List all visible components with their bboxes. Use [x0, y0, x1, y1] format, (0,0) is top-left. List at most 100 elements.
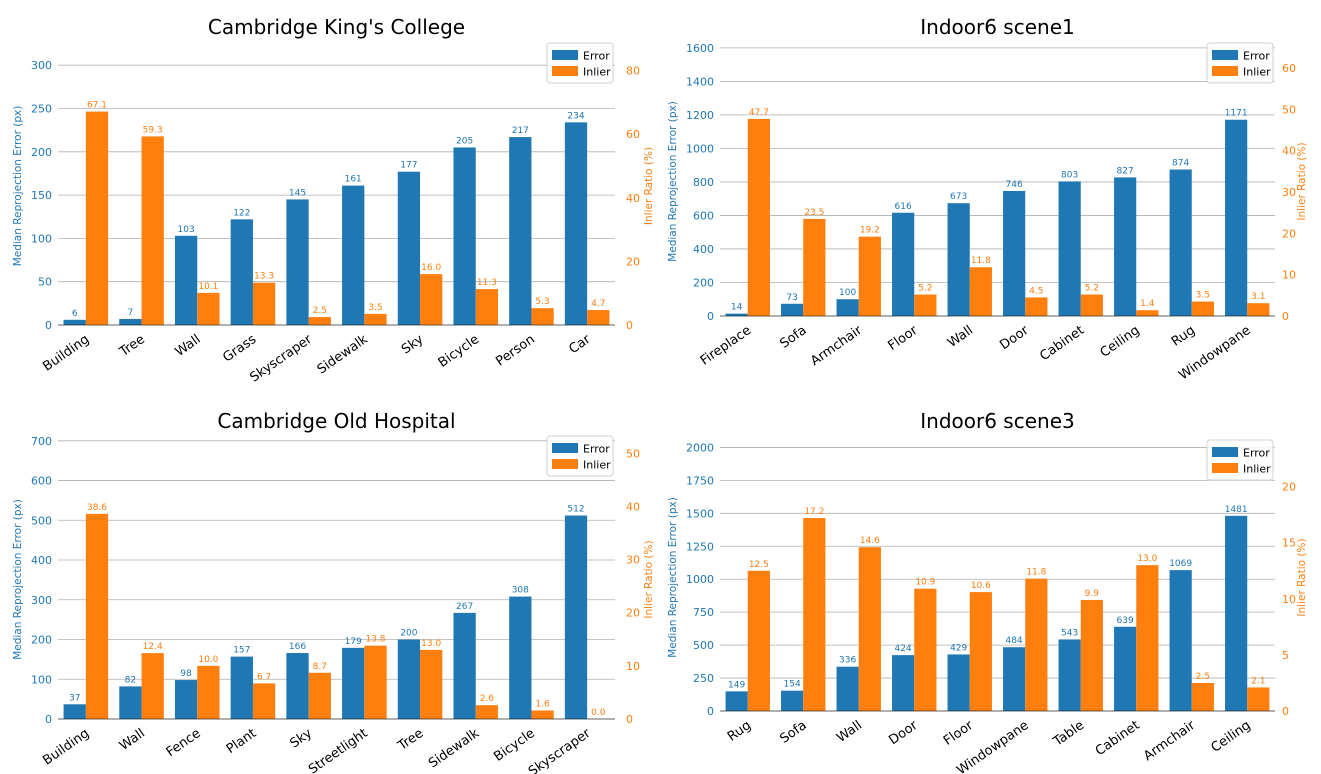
x-tick-label: Armchair — [808, 323, 865, 369]
bar-inlier-label: 1.4 — [1140, 299, 1155, 309]
legend-swatch — [1212, 463, 1238, 473]
bar-error — [342, 185, 365, 325]
y2-tick-label: 20 — [626, 255, 640, 268]
y-axis-label: Median Reprojection Error (px) — [12, 499, 24, 660]
bar-inlier — [475, 289, 499, 325]
bar-inlier-label: 0.0 — [591, 708, 606, 718]
bar-inlier — [531, 710, 554, 719]
bar-inlier-label: 13.3 — [254, 272, 274, 282]
bar-error — [1169, 169, 1192, 316]
x-tick-label: Cabinet — [1037, 323, 1087, 364]
bar-error-label: 149 — [728, 680, 745, 690]
bar-inlier — [1247, 303, 1270, 316]
legend-label: Error — [1243, 447, 1270, 460]
y-tick-label: 0 — [45, 713, 52, 726]
bar-error — [286, 199, 309, 325]
bar-error — [230, 219, 253, 325]
bar-error — [564, 515, 588, 719]
bar-error — [892, 655, 915, 711]
bar-error — [1225, 515, 1248, 711]
bar-error-label: 82 — [125, 675, 136, 685]
bar-error-label: 73 — [786, 293, 797, 303]
x-tick-label: Door — [886, 718, 921, 749]
bar-inlier — [858, 236, 881, 316]
chart-title: Indoor6 scene3 — [920, 409, 1074, 433]
y2-tick-label: 0 — [626, 713, 633, 726]
bar-inlier-label: 4.7 — [591, 299, 605, 309]
legend: Error Inlier — [1206, 439, 1274, 481]
bar-inlier-label: 11.8 — [971, 256, 991, 266]
y-tick-label: 200 — [31, 634, 52, 647]
bar-error-label: 1481 — [1225, 505, 1248, 515]
bar-inlier — [1136, 565, 1159, 711]
x-tick-label: Ceiling — [1098, 323, 1143, 361]
bar-inlier — [1025, 578, 1048, 711]
bar-inlier-label: 3.5 — [1196, 291, 1210, 301]
bar-error-label: 217 — [512, 126, 529, 136]
bar-inlier-label: 4.5 — [1029, 286, 1043, 296]
bar-inlier-label: 17.2 — [804, 507, 824, 517]
bar-inlier — [252, 683, 276, 719]
legend-label: Inlier — [583, 459, 611, 472]
chart-title: Indoor6 scene1 — [920, 15, 1074, 39]
y-tick-label: 200 — [693, 276, 714, 289]
bar-error — [947, 203, 970, 316]
bar-inlier — [587, 310, 610, 325]
bar-inlier — [420, 649, 443, 719]
y-tick-label: 250 — [693, 672, 714, 685]
bar-error-label: 429 — [950, 643, 967, 653]
y-tick-label: 0 — [707, 705, 714, 718]
bar-error — [947, 654, 970, 711]
bar-error — [892, 212, 915, 316]
bar-error — [174, 680, 198, 719]
y2-tick-label: 60 — [1282, 62, 1296, 75]
bar-inlier — [420, 274, 443, 325]
y2-tick-label: 40 — [1282, 145, 1296, 158]
bar-error-label: 639 — [1117, 616, 1134, 626]
bar-error — [174, 235, 198, 325]
y2-axis-label: Inlier Ratio (%) — [1296, 538, 1308, 616]
x-tick-label: Skyscraper — [526, 726, 594, 774]
bar-inlier-label: 6.7 — [257, 672, 271, 682]
bar-error-label: 616 — [895, 202, 912, 212]
bar-inlier-label: 11.8 — [1026, 568, 1046, 578]
bar-inlier-label: 13.8 — [365, 635, 385, 645]
y-tick-label: 1750 — [686, 474, 714, 487]
bar-error — [509, 137, 532, 325]
y-tick-label: 1600 — [686, 42, 714, 55]
bar-inlier-label: 11.3 — [477, 278, 497, 288]
bar-inlier — [364, 645, 387, 719]
y2-tick-label: 0 — [1282, 705, 1289, 718]
x-tick-label: Table — [1050, 718, 1087, 750]
legend-label: Error — [1243, 50, 1270, 63]
bar-inlier — [1191, 682, 1214, 711]
y-tick-label: 100 — [31, 232, 52, 245]
legend-swatch — [1212, 50, 1238, 60]
bar-inlier-label: 2.6 — [480, 694, 495, 704]
bar-inlier — [252, 282, 276, 325]
bar-inlier-label: 2.5 — [1196, 672, 1210, 682]
bar-error — [1114, 626, 1137, 711]
y-tick-label: 700 — [31, 435, 52, 448]
bar-error — [119, 686, 142, 719]
x-tick-label: Sofa — [777, 323, 809, 352]
bar-error-label: 746 — [1006, 180, 1023, 190]
bar-error — [453, 147, 476, 325]
bar-error — [1225, 119, 1248, 316]
bar-error-label: 267 — [456, 602, 473, 612]
legend: Error Inlier — [1206, 42, 1274, 84]
bar-error — [564, 122, 588, 325]
y-tick-label: 2000 — [686, 441, 714, 454]
y-tick-label: 1200 — [686, 109, 714, 122]
bar-error — [397, 171, 421, 325]
bar-error — [1058, 181, 1081, 316]
bar-inlier — [197, 665, 220, 719]
bar-error-label: 7 — [128, 308, 134, 318]
bar-error-label: 827 — [1117, 166, 1134, 176]
y2-tick-label: 40 — [626, 500, 640, 513]
bar-error-label: 6 — [72, 309, 78, 319]
bar-error — [781, 303, 804, 316]
bar-inlier — [141, 136, 164, 325]
y2-tick-label: 60 — [626, 128, 640, 141]
